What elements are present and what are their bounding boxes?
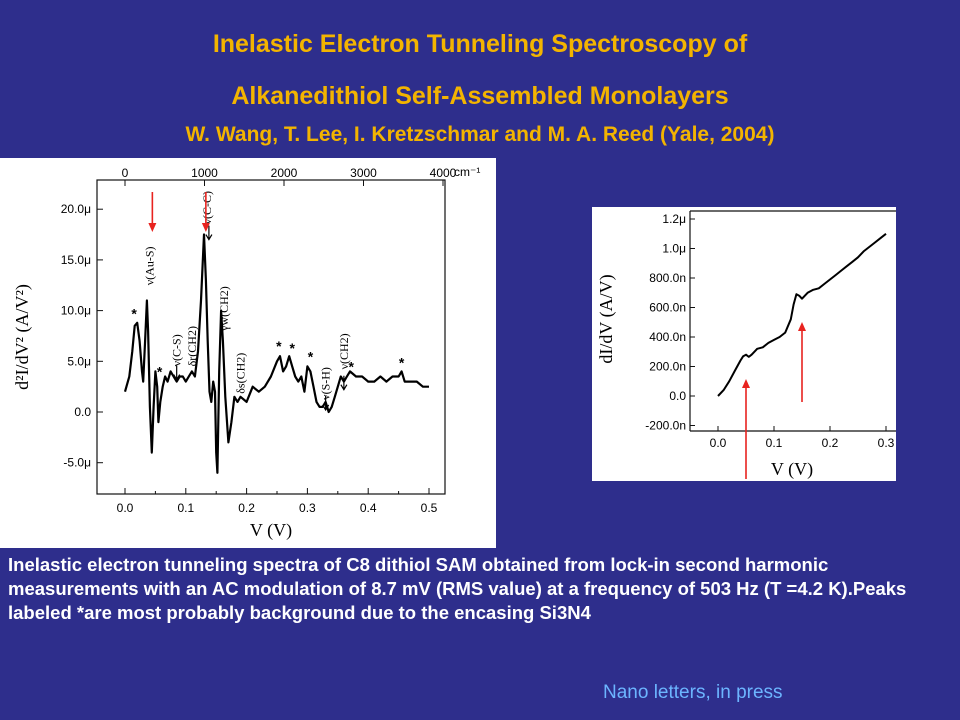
plot-frame <box>96 179 446 495</box>
iets-spectrum-line <box>123 233 429 474</box>
citation-text: Nano letters, in press <box>603 682 783 703</box>
background-peak-star: * <box>308 348 314 364</box>
figure-caption: Inelastic electron tunneling spectra of … <box>8 554 907 623</box>
peak-label: ν(C-S) <box>170 334 184 366</box>
iets-chart-panel: 0.0 0.1 0.2 0.3 0.4 0.5 0 1000 2000 3000 4000 cm⁻¹ -… <box>0 158 496 548</box>
peak-pointer <box>205 225 213 241</box>
background-peak-star: * <box>399 354 405 370</box>
inset-y-axis-title: dI/dV (A/V) <box>596 274 617 363</box>
inset-y-tick-label: 400.0n <box>649 330 686 344</box>
peak-pointer <box>322 395 330 412</box>
x-tick-label: 0.3 <box>299 501 316 515</box>
y-tick-label: -5.0μ <box>63 456 91 470</box>
y-tick-label: 20.0μ <box>61 202 91 216</box>
top-tick-label: 1000 <box>191 166 218 180</box>
peak-pointer <box>173 365 181 381</box>
inset-red-arrow-head <box>798 322 806 331</box>
peak-label: ν(C-C) <box>200 191 214 224</box>
top-tick-label: 4000 <box>430 166 457 180</box>
inset-y-tick-label: 800.0n <box>649 271 686 285</box>
peak-label: δr(CH2) <box>185 326 199 366</box>
inset-y-tick-label: 600.0n <box>649 301 686 315</box>
peak-label: ν(S-H) <box>319 367 333 400</box>
top-tick-label: 3000 <box>350 166 377 180</box>
y-tick-label: 10.0μ <box>61 304 91 318</box>
inset-x-axis-title: V (V) <box>771 459 813 480</box>
y-tick-label: 15.0μ <box>61 253 91 267</box>
x-tick-label: 0.0 <box>117 501 134 515</box>
x-axis-title: V (V) <box>250 520 292 541</box>
red-arrow-head <box>201 223 210 232</box>
y-tick-label: 5.0μ <box>67 354 91 368</box>
peak-label: ν(CH2) <box>337 333 351 369</box>
slide-authors: W. Wang, T. Lee, I. Kretzschmar and M. A… <box>185 123 775 146</box>
inset-y-tick-label: -200.0n <box>645 419 686 433</box>
peak-label: δs(CH2) <box>234 353 248 394</box>
background-peak-star: * <box>131 306 137 322</box>
inset-x-tick-label: 0.2 <box>822 436 839 450</box>
didv-line <box>717 233 887 397</box>
top-tick-label: 0 <box>122 166 129 180</box>
x-tick-label: 0.2 <box>238 501 255 515</box>
y-tick-label: 0.0 <box>74 405 91 419</box>
inset-x-tick-label: 0.1 <box>766 436 783 450</box>
inset-x-tick-label: 0.0 <box>710 436 727 450</box>
peak-label: γw(CH2) <box>217 286 231 332</box>
x-tick-label: 0.1 <box>177 501 194 515</box>
top-axis-unit: cm⁻¹ <box>454 165 480 179</box>
x-tick-label: 0.5 <box>421 501 438 515</box>
inset-y-tick-label: 1.2μ <box>662 212 686 226</box>
didv-conductance-chart: -200.0n 0.0 200.0n 400.0n 600.0n 800.0n 1.0μ 1.… <box>596 210 896 480</box>
background-peak-star: * <box>157 364 163 380</box>
didv-chart-panel: -200.0n 0.0 200.0n 400.0n 600.0n 800.0n 1.0μ 1.… <box>592 207 896 481</box>
inset-y-tick-label: 0.0 <box>669 389 686 403</box>
top-tick-label: 2000 <box>271 166 298 180</box>
x-tick-label: 0.4 <box>360 501 377 515</box>
peak-pointer <box>340 375 348 391</box>
slide-title-line2: Alkanedithiol Self-Assembled Monolayers <box>231 82 729 110</box>
slide-title-line1: Inelastic Electron Tunneling Spectroscop… <box>212 30 748 58</box>
peak-label: ν(Au-S) <box>142 246 156 285</box>
background-peak-star: * <box>348 358 354 374</box>
red-arrow-head <box>148 223 157 232</box>
inset-y-tick-label: 200.0n <box>649 360 686 374</box>
background-peak-star: * <box>276 338 282 354</box>
inset-x-tick-label: 0.3 <box>878 436 895 450</box>
inset-red-arrow-head <box>742 379 750 388</box>
inset-y-tick-label: 1.0μ <box>662 242 686 256</box>
y-axis-title: d²I/dV² (A/V²) <box>12 284 33 390</box>
background-peak-star: * <box>289 340 295 356</box>
